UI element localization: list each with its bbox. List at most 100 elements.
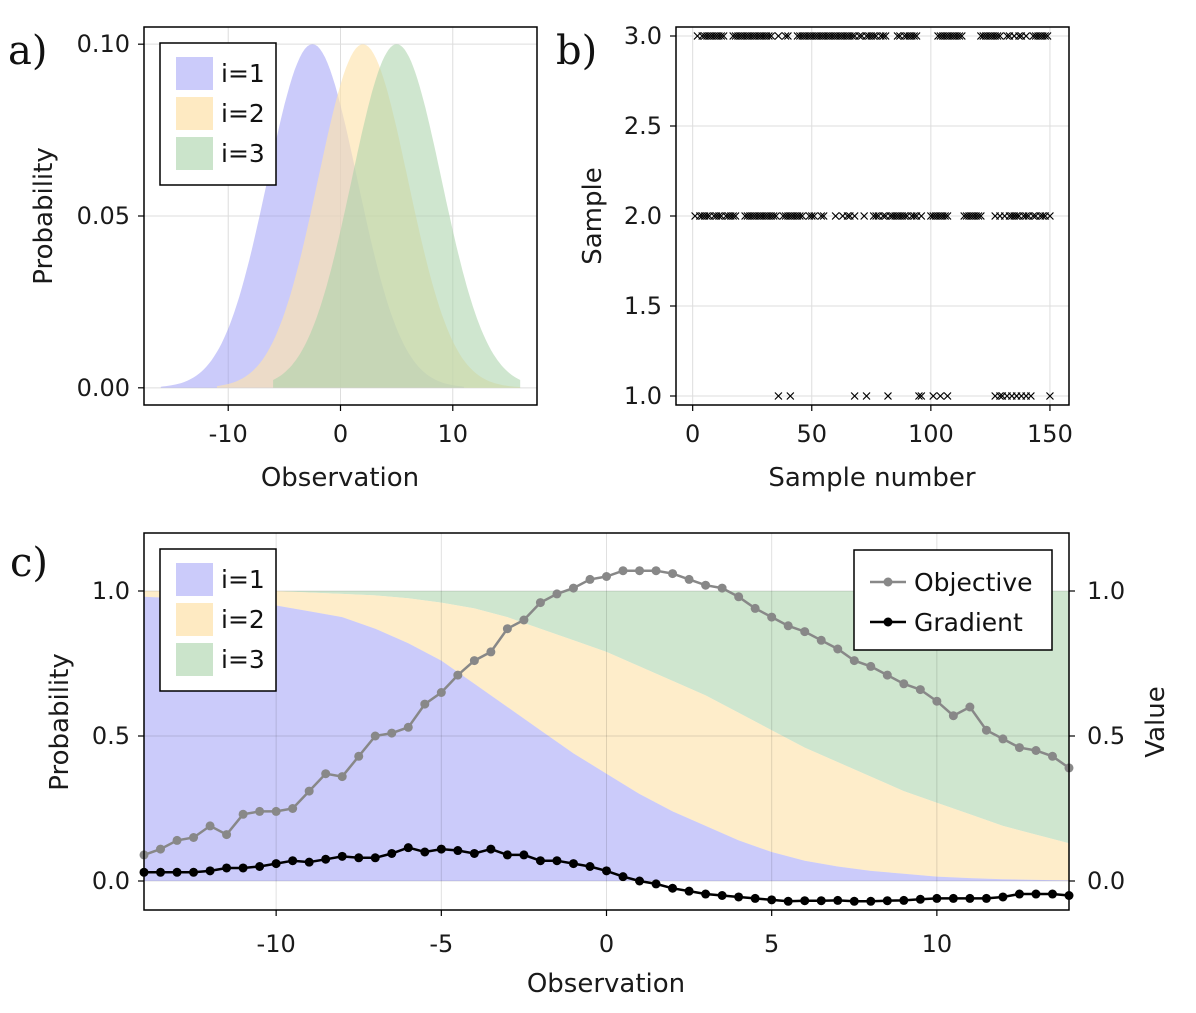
panel-b-x-ticks: 0 50 100 150 bbox=[685, 405, 1073, 448]
objective-point bbox=[635, 566, 645, 576]
objective-point bbox=[668, 569, 678, 579]
objective-point bbox=[849, 656, 859, 666]
sample-marker bbox=[786, 392, 795, 400]
sample-marker bbox=[974, 212, 983, 220]
gradient-point bbox=[1031, 889, 1041, 899]
legend-swatch-i3 bbox=[176, 137, 213, 170]
gradient-point bbox=[271, 859, 281, 869]
objective-point bbox=[354, 751, 364, 761]
y-tick-label: 1.0 bbox=[92, 577, 130, 605]
x-tick-label: -10 bbox=[257, 930, 296, 958]
objective-point bbox=[1031, 746, 1041, 755]
gradient-point bbox=[849, 896, 859, 906]
sample-marker bbox=[843, 212, 852, 220]
gradient-point bbox=[205, 866, 215, 876]
objective-point bbox=[370, 731, 380, 741]
sample-marker bbox=[929, 392, 938, 400]
panel-a-y-label: Probability bbox=[29, 147, 59, 284]
sample-marker bbox=[714, 212, 723, 220]
sample-marker bbox=[872, 212, 880, 220]
gradient-point bbox=[866, 896, 876, 906]
objective-point bbox=[701, 580, 711, 590]
objective-point bbox=[602, 572, 611, 581]
gradient-point bbox=[899, 895, 909, 905]
prob-area-i1 bbox=[144, 596, 1069, 881]
x-tick-label: 0 bbox=[599, 930, 614, 958]
sample-marker bbox=[879, 212, 888, 220]
objective-point bbox=[156, 844, 166, 854]
gradient-point bbox=[618, 872, 628, 882]
sample-marker bbox=[810, 212, 819, 220]
gradient-point bbox=[998, 892, 1008, 902]
x-tick-label: 0 bbox=[333, 420, 348, 448]
objective-point bbox=[717, 583, 727, 593]
sample-marker bbox=[1003, 32, 1011, 40]
objective-point bbox=[651, 566, 661, 576]
gradient-point bbox=[568, 859, 578, 869]
legend-swatch-i1 bbox=[176, 57, 213, 90]
gradient-point bbox=[189, 867, 199, 877]
x-tick-label: 5 bbox=[764, 930, 779, 958]
objective-point bbox=[734, 592, 744, 602]
gradient-point bbox=[981, 893, 991, 903]
gradient-point bbox=[420, 847, 430, 857]
legend-marker-gradient bbox=[883, 617, 893, 627]
gradient-point bbox=[734, 892, 744, 902]
panel-c: c) -10 -5 0 5 10 0.0 0.5 1.0 0.0 0.5 1.0 Observa… bbox=[10, 532, 1171, 999]
x-tick-label: -10 bbox=[209, 420, 248, 448]
gradient-point bbox=[965, 893, 975, 903]
panel-a: a) -10 0 10 0.00 0.05 0.10 Observation Proba… bbox=[8, 26, 538, 493]
sample-marker bbox=[915, 392, 923, 400]
objective-point bbox=[436, 688, 446, 697]
objective-point bbox=[866, 661, 876, 671]
x-tick-label: 10 bbox=[922, 930, 953, 958]
y2-tick-label: 0.5 bbox=[1087, 722, 1125, 750]
objective-point bbox=[833, 644, 843, 654]
sample-marker bbox=[1046, 212, 1054, 220]
gradient-point bbox=[288, 856, 298, 866]
gradient-point bbox=[436, 844, 446, 854]
sample-marker bbox=[717, 32, 726, 40]
panel-c-y2-ticks: 0.0 0.5 1.0 bbox=[1069, 577, 1125, 895]
legend-swatch-i2 bbox=[176, 97, 213, 130]
objective-point bbox=[568, 583, 578, 593]
sample-marker bbox=[1029, 212, 1038, 220]
gradient-point bbox=[255, 862, 265, 871]
gradient-point bbox=[585, 862, 595, 871]
legend-label-i2: i=2 bbox=[221, 99, 265, 128]
objective-point bbox=[321, 769, 331, 779]
gradient-point bbox=[668, 883, 678, 893]
objective-point bbox=[965, 702, 975, 712]
objective-point bbox=[535, 598, 545, 608]
sample-marker bbox=[831, 212, 840, 220]
panel-b: b) 0 50 100 150 1.0 1.5 2.0 2.5 3.0 Sample numb… bbox=[556, 22, 1073, 493]
objective-point bbox=[882, 670, 892, 680]
objective-point bbox=[189, 833, 199, 842]
sample-marker bbox=[1043, 32, 1052, 40]
legend-marker-objective bbox=[883, 577, 893, 587]
legend-swatch-i2 bbox=[176, 603, 213, 636]
objective-point bbox=[1047, 751, 1057, 761]
gradient-point bbox=[651, 879, 661, 889]
panel-b-x-label: Sample number bbox=[768, 463, 976, 493]
sample-marker bbox=[1012, 212, 1021, 220]
sample-marker bbox=[807, 212, 816, 220]
panel-c-x-ticks: -10 -5 0 5 10 bbox=[257, 910, 953, 958]
objective-point bbox=[932, 696, 942, 706]
objective-point bbox=[767, 612, 777, 622]
gradient-point bbox=[1047, 889, 1057, 899]
legend-label-i1: i=1 bbox=[221, 59, 265, 88]
y2-tick-label: 0.0 bbox=[1087, 867, 1125, 895]
panel-c-legend: i=1 i=2 i=3 bbox=[159, 548, 277, 692]
x-tick-label: 150 bbox=[1027, 420, 1073, 448]
legend-label-i3: i=3 bbox=[221, 645, 265, 674]
panel-c-x-label: Observation bbox=[527, 969, 685, 999]
sample-marker bbox=[941, 212, 950, 220]
gradient-point bbox=[370, 853, 380, 863]
sample-marker bbox=[943, 392, 952, 400]
panel-c-lines bbox=[139, 566, 1074, 906]
panel-label-a: a) bbox=[8, 28, 47, 74]
y-tick-label: 0.10 bbox=[77, 30, 130, 58]
gradient-point bbox=[800, 896, 810, 906]
